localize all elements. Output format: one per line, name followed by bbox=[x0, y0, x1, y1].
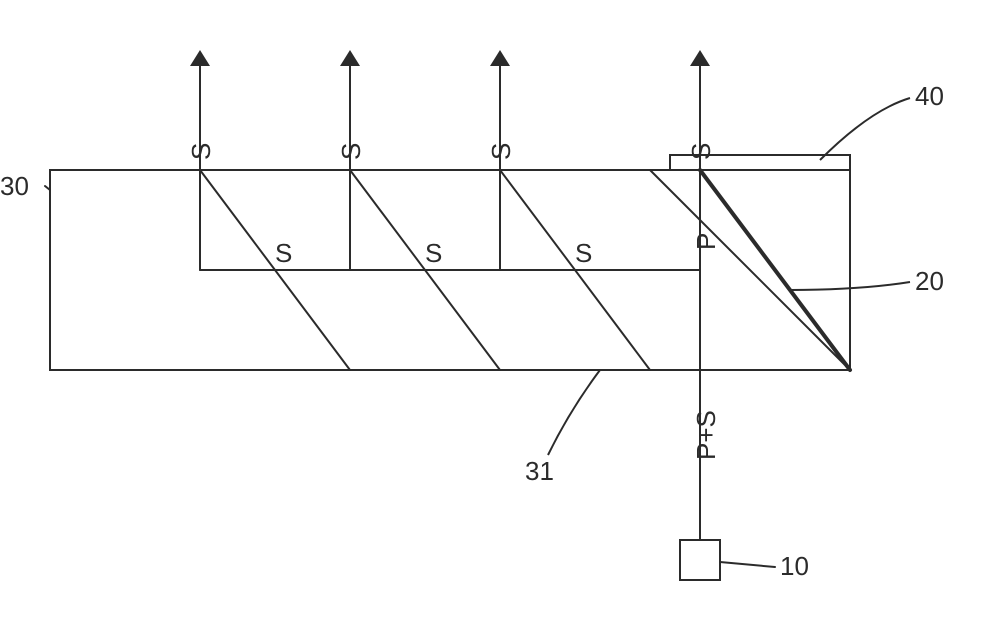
callout-10: 10 bbox=[780, 551, 809, 581]
label-s-up: S bbox=[336, 143, 366, 160]
label-s-up: S bbox=[486, 143, 516, 160]
leader-10 bbox=[720, 562, 775, 567]
label-ps: P+S bbox=[691, 410, 721, 460]
label-s-horiz: S bbox=[275, 238, 292, 268]
label-s-horiz: S bbox=[425, 238, 442, 268]
label-p: P bbox=[691, 233, 721, 250]
callout-20: 20 bbox=[915, 266, 944, 296]
label-s-horiz: S bbox=[575, 238, 592, 268]
leader-40 bbox=[820, 98, 910, 160]
callout-40: 40 bbox=[915, 81, 944, 111]
beam-splitter bbox=[700, 170, 850, 370]
leader-31 bbox=[548, 370, 600, 455]
light-source bbox=[680, 540, 720, 580]
label-s-up: S bbox=[686, 143, 716, 160]
callout-30: 30 bbox=[0, 171, 29, 201]
diagram-svg: S S S S S S S P P+S 30 40 20 31 10 bbox=[0, 0, 1000, 638]
callout-31: 31 bbox=[525, 456, 554, 486]
label-s-up: S bbox=[186, 143, 216, 160]
